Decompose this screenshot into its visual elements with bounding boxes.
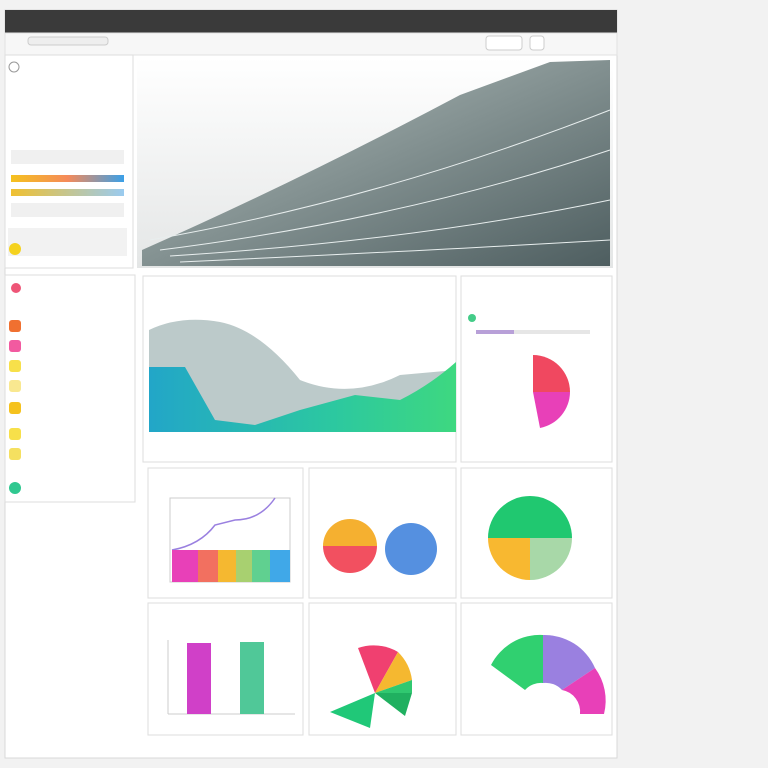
icon bbox=[9, 448, 21, 460]
hero-mountain bbox=[142, 60, 610, 266]
icon bbox=[9, 482, 21, 494]
progress-bar bbox=[11, 189, 124, 196]
row bbox=[11, 150, 124, 164]
pie-slice bbox=[533, 392, 570, 428]
pie-slice bbox=[375, 652, 412, 693]
icon bbox=[9, 402, 21, 414]
progress-bar bbox=[11, 175, 124, 182]
toolbar-button[interactable] bbox=[485, 35, 523, 51]
pie-slice bbox=[358, 645, 398, 693]
pie-slice bbox=[323, 546, 377, 573]
slider-fill bbox=[476, 330, 514, 334]
icon bbox=[9, 360, 21, 372]
address-field[interactable] bbox=[27, 36, 109, 46]
bar bbox=[252, 550, 270, 582]
area-front bbox=[149, 362, 456, 432]
row bbox=[11, 203, 124, 217]
line bbox=[171, 497, 276, 551]
icon bbox=[9, 340, 21, 352]
bar bbox=[236, 550, 252, 582]
bar bbox=[270, 550, 290, 582]
title-bar bbox=[5, 10, 617, 33]
slider bbox=[476, 330, 590, 334]
pie-slice bbox=[530, 538, 572, 580]
legend-dot bbox=[468, 314, 476, 322]
pie-slice bbox=[375, 680, 412, 693]
hero-lines bbox=[149, 109, 611, 263]
icon bbox=[11, 283, 21, 293]
pie-slice bbox=[323, 519, 377, 546]
bar bbox=[172, 550, 198, 582]
pie-slice bbox=[488, 538, 530, 580]
gauge-slice bbox=[562, 668, 606, 714]
icon bbox=[9, 428, 21, 440]
pie-slice bbox=[375, 693, 412, 716]
bar bbox=[218, 550, 236, 582]
toolbar-button[interactable] bbox=[529, 35, 545, 51]
toolbar bbox=[4, 32, 618, 56]
gauge-slice bbox=[491, 634, 543, 690]
bar bbox=[187, 643, 211, 714]
avatar bbox=[8, 61, 20, 73]
gauge-slice bbox=[543, 634, 595, 690]
pie-slice bbox=[488, 496, 572, 538]
bar bbox=[198, 550, 218, 582]
icon bbox=[9, 380, 21, 392]
pie bbox=[385, 523, 437, 575]
list-panel bbox=[4, 274, 136, 503]
bar bbox=[240, 642, 264, 714]
row bbox=[8, 228, 127, 256]
icon bbox=[9, 320, 21, 332]
card bbox=[147, 602, 304, 736]
icon bbox=[9, 243, 21, 255]
pie-slice bbox=[533, 355, 570, 392]
pie-slice bbox=[330, 693, 375, 728]
